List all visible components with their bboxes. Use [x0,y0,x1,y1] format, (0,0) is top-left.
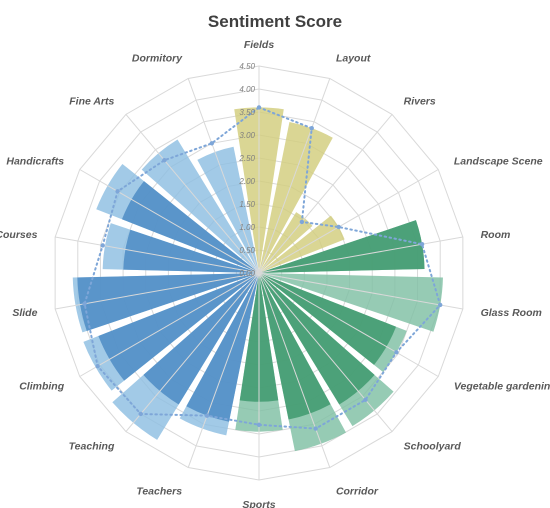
category-label-climbing: Climbing [19,381,64,393]
category-label-schoolyard: Schoolyard [404,440,462,452]
grid-spoke [258,272,439,377]
line-series [82,105,443,431]
bar-schoolyard [259,273,375,405]
tick-label: 3.50 [239,108,255,117]
category-label-layout: Layout [336,53,371,65]
line-point [256,422,262,427]
bar-handicrafts [121,181,259,273]
tick-label: 1.50 [239,200,255,209]
grid-spoke [258,78,331,274]
line-point [162,158,167,163]
tick-label: 0.00 [239,269,255,278]
bar-landscape-scene [259,215,345,273]
grid-spoke [187,78,260,274]
bar-courses [123,229,259,273]
tick-label: 4.50 [239,62,255,71]
line-point [336,224,341,230]
bar-fine-arts [141,139,259,273]
category-label-teaching: Teaching [69,440,115,452]
grid-spoke [258,272,331,468]
bar-corridor [259,273,331,420]
line-point [204,413,210,418]
grid-spoke [258,272,393,432]
line-point [209,141,214,146]
bar-teachers [186,273,259,422]
category-label-handicrafts: Handicrafts [6,156,64,168]
tick-label: 1.00 [239,223,255,232]
tick-label: 2.00 [238,177,255,186]
bar-vegetable-gardening [259,273,397,365]
grid-spoke [125,114,260,274]
grid-spoke [55,272,260,310]
category-labels: Fields Layout Rivers Landscape Scene Room Gla… [0,39,550,508]
tick-label: 2.50 [238,154,255,163]
category-label-room: Room [481,229,511,241]
bar-glass-room [259,273,443,332]
line-point [309,125,314,131]
category-label-teachers: Teachers [136,485,182,497]
tick-labels: 0.00 0.50 1.00 1.50 2.00 2.50 3.00 3.50 4.00 4.50 [238,62,255,278]
category-label-landscape-scene: Landscape Scene [454,156,543,168]
spokes [55,66,463,480]
bar-room [259,220,425,273]
tick-label: 0.50 [239,246,255,255]
line-point [419,242,425,247]
tick-label: 3.00 [239,131,255,140]
line-point [363,397,368,403]
grid-spoke [55,236,260,274]
category-label-glass-room: Glass Room [481,307,542,319]
bar-slide [77,273,259,331]
line-point [394,350,399,355]
line-point [95,363,100,369]
tick-label: 4.00 [239,85,255,94]
bar-climbing [98,273,259,381]
category-label-dormitory: Dormitory [132,53,183,65]
category-label-corridor: Corridor [336,485,379,497]
line-point [100,243,105,248]
line-point [138,411,143,417]
grid-spoke [258,236,463,274]
chart-title: Sentiment Score [207,12,343,31]
grid-spoke [187,272,260,468]
category-label-fine-arts: Fine Arts [69,96,114,108]
line-point [299,219,305,225]
category-label-fields: Fields [244,39,275,51]
grid-spoke [258,272,463,310]
category-label-courses: Courses [0,229,38,241]
line-point [115,189,120,194]
category-label-sports: Sports [242,499,275,508]
line-point [82,301,87,306]
line-point [256,105,262,110]
bar-teaching [143,273,259,405]
bar-layout [259,121,333,273]
category-label-rivers: Rivers [404,96,436,108]
line-point [313,426,318,431]
grid-spoke [258,169,439,274]
bars [72,107,443,452]
grid-spoke [79,272,260,377]
grid-spoke [125,272,260,432]
grid-spoke [258,114,393,274]
grid-spoke [79,169,260,274]
category-label-vegetable-gardening: Vegetable gardening [454,381,550,393]
line-point [438,302,443,308]
category-label-slide: Slide [12,307,37,319]
bar-dormitory [197,146,259,273]
